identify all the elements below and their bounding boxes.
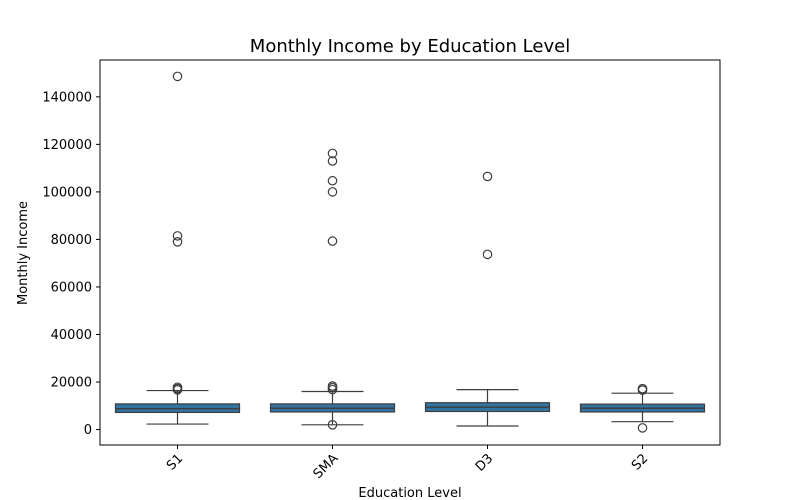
y-tick-label: 20000 (51, 376, 92, 391)
y-tick-label: 80000 (51, 233, 92, 248)
chart-title: Monthly Income by Education Level (250, 36, 570, 57)
outlier-d3 (482, 249, 493, 260)
outlier-s2 (637, 385, 648, 395)
plot-area: 0 20000 40000 60000 80000 100000 120000 140000 S… (42, 59, 721, 482)
outlier-s1 (172, 237, 183, 247)
y-axis-title: Monthly Income (16, 201, 31, 305)
outlier-sma (327, 148, 338, 159)
outlier-sma (327, 156, 338, 166)
outlier-sma (327, 384, 338, 395)
y-tick-label: 120000 (42, 138, 92, 153)
outlier-s1 (172, 385, 183, 395)
y-tick-label: 100000 (42, 185, 92, 200)
y-tick-label: 40000 (51, 328, 92, 343)
x-tick-label: D3 (473, 451, 497, 475)
outlier-sma (327, 187, 338, 197)
plot-frame (99, 59, 721, 446)
x-axis-title: Education Level (358, 486, 461, 500)
outlier-s1 (172, 71, 183, 82)
y-tick-label: 0 (84, 423, 92, 438)
y-tick-label: 140000 (42, 90, 92, 105)
outlier-sma (327, 175, 338, 186)
x-tick-label: SMA (311, 451, 342, 482)
x-tick-label: S1 (164, 451, 186, 473)
outlier-s2 (637, 423, 648, 433)
outlier-s1 (172, 231, 183, 241)
x-tick-label: S2 (629, 451, 651, 473)
outlier-d3 (482, 171, 493, 182)
outlier-sma (327, 236, 338, 246)
y-tick-label: 60000 (51, 280, 92, 295)
outlier-sma (327, 419, 338, 430)
